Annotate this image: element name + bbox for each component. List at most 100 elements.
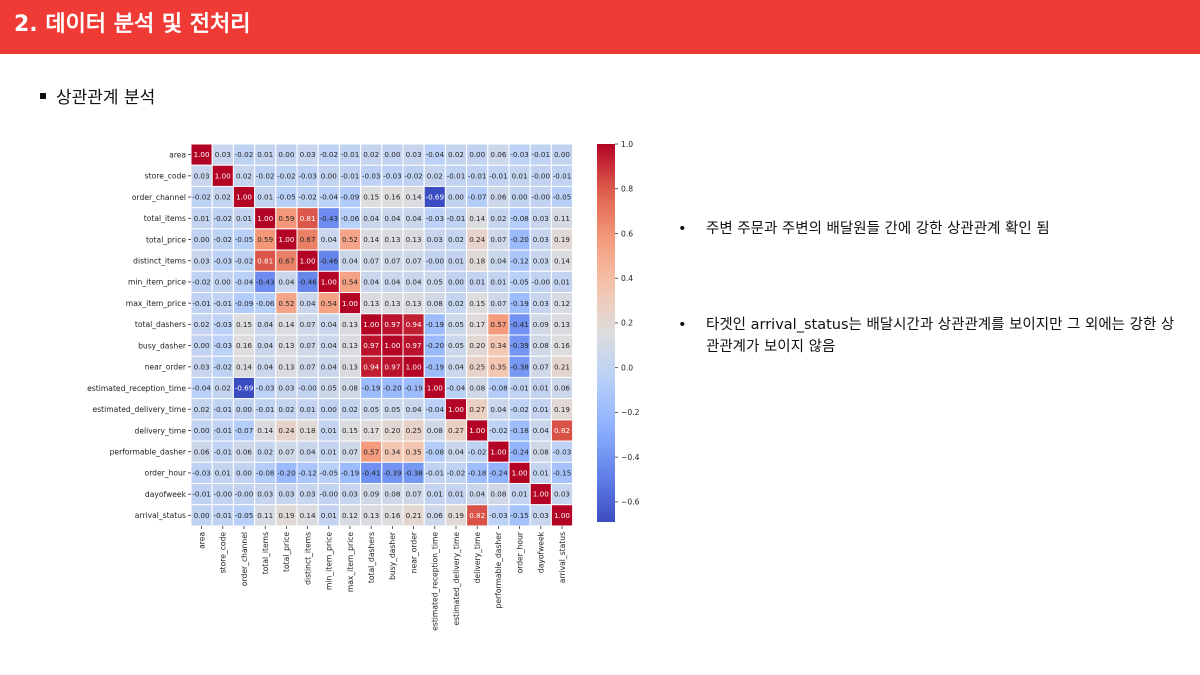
cell-value-label: -0.01	[341, 150, 360, 159]
y-tick-label: busy_dasher	[138, 341, 187, 350]
cell-value-label: 1.00	[342, 299, 358, 308]
cell-value-label: -0.01	[531, 150, 550, 159]
cell-value-label: -0.00	[425, 256, 444, 265]
cell-value-label: 0.01	[448, 256, 464, 265]
cell-value-label: -0.69	[425, 193, 444, 202]
cell-value-label: 0.00	[448, 193, 464, 202]
cell-value-label: 0.54	[321, 299, 337, 308]
cell-value-label: 0.97	[363, 341, 379, 350]
cell-value-label: 0.02	[342, 405, 358, 414]
cell-value-label: 0.04	[278, 278, 294, 287]
cell-value-label: 0.04	[300, 299, 316, 308]
bullet-item: • 주변 주문과 주변의 배달원들 간에 강한 상관관계 확인 됨	[678, 218, 1178, 240]
cell-value-label: 0.00	[194, 426, 210, 435]
y-tick-label: near_order	[145, 363, 187, 372]
cell-value-label: 0.13	[342, 320, 358, 329]
cell-value-label: -0.00	[319, 490, 338, 499]
cell-value-label: -0.02	[489, 426, 508, 435]
cell-value-label: -0.46	[319, 256, 338, 265]
cell-value-label: 0.27	[448, 426, 464, 435]
cell-value-label: -0.19	[425, 362, 444, 371]
cell-value-label: 0.00	[384, 150, 400, 159]
cell-value-label: 0.03	[554, 490, 570, 499]
cell-value-label: 0.02	[448, 299, 464, 308]
cell-value-label: 0.03	[533, 299, 549, 308]
cell-value-label: -0.02	[447, 469, 466, 478]
cell-value-label: -0.01	[447, 171, 466, 180]
x-tick-label: arrival_status	[558, 532, 567, 583]
cell-value-label: 0.12	[342, 511, 358, 520]
cell-value-label: 0.01	[533, 469, 549, 478]
cell-value-label: -0.43	[319, 214, 338, 223]
cell-value-label: -0.04	[447, 384, 466, 393]
colorbar-tick-label: 0.0	[621, 363, 633, 372]
cell-value-label: 0.01	[512, 490, 528, 499]
y-tick-label: total_items	[144, 214, 186, 223]
cell-value-label: 0.05	[427, 278, 443, 287]
cell-value-label: 0.52	[342, 235, 358, 244]
cell-value-label: -0.01	[425, 469, 444, 478]
cell-value-label: 0.34	[384, 447, 400, 456]
cell-value-label: 0.00	[194, 341, 210, 350]
cell-value-label: 0.04	[490, 256, 506, 265]
cell-value-label: 1.00	[278, 235, 294, 244]
cell-value-label: 0.02	[257, 447, 273, 456]
cell-value-label: 1.00	[554, 511, 570, 520]
cell-value-label: -0.01	[192, 299, 211, 308]
cell-value-label: 0.20	[469, 341, 485, 350]
cell-value-label: -0.15	[553, 469, 572, 478]
cell-value-label: -0.02	[213, 362, 232, 371]
cell-value-label: 0.07	[384, 256, 400, 265]
x-tick-label: performable_dasher	[494, 531, 503, 608]
cell-value-label: 0.52	[278, 299, 294, 308]
cell-value-label: -0.00	[531, 278, 550, 287]
cell-value-label: -0.20	[425, 341, 444, 350]
cell-value-label: 0.35	[490, 362, 506, 371]
cell-value-label: 0.82	[554, 426, 570, 435]
cell-value-label: -0.02	[277, 171, 296, 180]
cell-value-label: 0.05	[448, 320, 464, 329]
cell-value-label: 0.04	[257, 341, 273, 350]
cell-value-label: -0.01	[213, 299, 232, 308]
bullet-text: 주변 주문과 주변의 배달원들 간에 강한 상관관계 확인 됨	[706, 221, 1050, 237]
cell-value-label: 0.14	[363, 235, 379, 244]
cell-value-label: 0.03	[194, 171, 210, 180]
cell-value-label: -0.41	[510, 320, 529, 329]
cell-value-label: 1.00	[215, 171, 231, 180]
cell-value-label: -0.01	[447, 214, 466, 223]
cell-value-label: 0.09	[363, 490, 379, 499]
cell-value-label: 0.13	[342, 362, 358, 371]
cell-value-label: -0.00	[213, 490, 232, 499]
cell-value-label: -0.02	[213, 214, 232, 223]
cell-value-label: 0.07	[300, 341, 316, 350]
cell-value-label: 0.08	[533, 447, 549, 456]
cell-value-label: 0.04	[384, 214, 400, 223]
cell-value-label: -0.46	[298, 278, 317, 287]
cell-value-label: -0.00	[235, 490, 254, 499]
y-tick-label: arrival_status	[135, 511, 186, 520]
colorbar-tick-label: 0.8	[621, 185, 633, 194]
cell-value-label: 0.34	[490, 341, 506, 350]
cell-value-label: -0.02	[298, 193, 317, 202]
cell-value-label: 0.05	[321, 384, 337, 393]
cell-value-label: 0.03	[215, 150, 231, 159]
cell-value-label: -0.03	[192, 469, 211, 478]
cell-value-label: 1.00	[490, 447, 506, 456]
cell-value-label: 0.14	[406, 193, 422, 202]
cell-value-label: 0.14	[257, 426, 273, 435]
bullet-dot-icon: •	[678, 317, 687, 333]
x-tick-label: min_item_price	[325, 532, 334, 590]
cell-value-label: -0.00	[531, 171, 550, 180]
cell-value-label: 0.07	[300, 320, 316, 329]
cell-value-label: -0.02	[192, 278, 211, 287]
cell-value-label: 0.15	[236, 320, 252, 329]
cell-value-label: -0.69	[235, 384, 254, 393]
cell-value-label: -0.01	[213, 447, 232, 456]
bullet-text: 타겟인 arrival_status는 배달시간과 상관관계를 보이지만 그 외…	[706, 317, 1175, 355]
cell-value-label: 0.16	[554, 341, 570, 350]
cell-value-label: 0.06	[236, 447, 252, 456]
cell-value-label: -0.04	[425, 405, 444, 414]
cell-value-label: 1.00	[469, 426, 485, 435]
y-tick-label: performable_dasher	[110, 447, 187, 456]
cell-value-label: -0.01	[468, 171, 487, 180]
